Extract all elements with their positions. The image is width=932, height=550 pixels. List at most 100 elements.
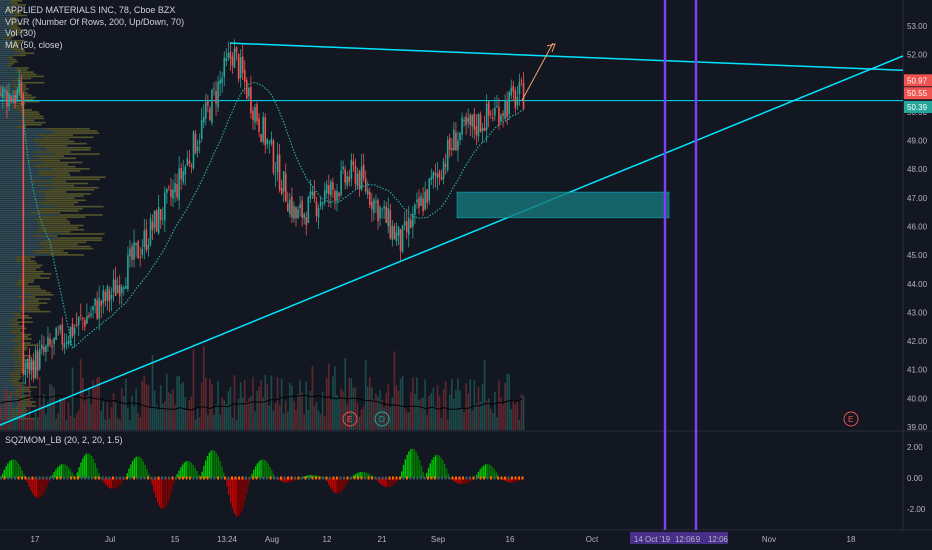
- vpvr-bar-up: [0, 65, 7, 67]
- vpvr-bar-down: [10, 27, 20, 29]
- volume-bar: [4, 390, 6, 430]
- vpvr-bar-up: [0, 378, 12, 380]
- vpvr-bar-up: [0, 27, 11, 29]
- candle-body: [233, 48, 236, 68]
- momentum-bar: [278, 478, 280, 481]
- momentum-bar: [67, 467, 70, 478]
- momentum-bar: [499, 478, 501, 479]
- candle-body: [278, 154, 281, 191]
- volume-bar: [471, 410, 474, 430]
- vpvr-bar-up: [0, 142, 40, 145]
- vpvr-bar-down: [36, 231, 71, 233]
- momentum-bar: [162, 478, 164, 509]
- candle-body: [457, 140, 459, 151]
- volume-bar: [389, 407, 392, 430]
- vpvr-bar-down: [14, 50, 26, 52]
- momentum-bar: [60, 464, 63, 478]
- symbol-title[interactable]: APPLIED MATERIALS INC, 78, Cboe BZX: [5, 5, 176, 15]
- momentum-bar: [130, 464, 132, 478]
- momentum-bar: [242, 478, 244, 508]
- candle-body: [98, 297, 100, 319]
- momentum-bar: [336, 478, 339, 494]
- volume-bar: [96, 377, 98, 430]
- candle-body: [500, 115, 502, 122]
- volume-bar: [207, 415, 209, 430]
- volume-label[interactable]: Vol (30): [5, 28, 37, 38]
- squeeze-dot: [185, 476, 188, 480]
- vpvr-bar-up: [0, 0, 11, 2]
- momentum-bar: [64, 464, 66, 478]
- candle-body: [219, 79, 221, 85]
- candle-body: [190, 164, 193, 167]
- momentum-bar: [119, 478, 122, 485]
- momentum-bar: [3, 469, 5, 478]
- candle-body: [494, 107, 496, 116]
- candle-body: [143, 230, 146, 247]
- momentum-bar: [76, 472, 79, 478]
- candle-body: [147, 245, 150, 250]
- momentum-bar: [285, 478, 287, 483]
- vpvr-bar-up: [0, 258, 16, 260]
- momentum-bar: [458, 478, 460, 484]
- momentum-bar: [114, 478, 116, 489]
- volume-bar: [63, 397, 66, 430]
- vpvr-bar-up: [0, 352, 12, 355]
- momentum-bar: [10, 459, 13, 478]
- candle-body: [383, 206, 385, 209]
- candle-body: [303, 213, 305, 219]
- time-label-highlight: [630, 532, 676, 544]
- volume-bar: [266, 383, 269, 430]
- volume-bar: [305, 381, 308, 430]
- candle-body: [436, 173, 439, 179]
- momentum-bar: [445, 468, 448, 478]
- sqzmom-label[interactable]: SQZMOM_LB (20, 2, 20, 1.5): [5, 435, 123, 445]
- candle-body: [364, 178, 367, 192]
- vpvr-bar-down: [51, 178, 100, 181]
- candle-body: [274, 174, 277, 175]
- vpvr-bar-down: [22, 270, 44, 273]
- momentum-bar: [474, 478, 476, 479]
- squeeze-dot: [196, 476, 198, 480]
- squeeze-dot: [168, 476, 170, 480]
- volume-bar: [330, 399, 332, 430]
- candle-body: [467, 117, 469, 123]
- vpvr-bar-down: [7, 63, 14, 65]
- momentum-bar: [461, 478, 464, 485]
- vpvr-bar-down: [14, 361, 25, 363]
- candle-body: [352, 161, 355, 166]
- momentum-bar: [356, 473, 358, 478]
- squeeze-dot: [238, 476, 240, 480]
- candle-body: [498, 107, 500, 125]
- squeeze-dot: [49, 476, 51, 480]
- vpvr-bar-up: [0, 71, 16, 73]
- candle-body: [67, 340, 70, 345]
- volume-bar: [426, 415, 428, 430]
- volume-bar: [469, 379, 472, 430]
- volume-bar: [65, 419, 68, 430]
- momentum-bar: [71, 472, 73, 478]
- vpvr-bar-down: [23, 123, 42, 126]
- momentum-bar: [208, 452, 211, 478]
- vpvr-bar-down: [57, 237, 103, 239]
- momentum-bar: [244, 478, 246, 502]
- momentum-bar: [131, 460, 134, 478]
- candle-body: [360, 166, 363, 190]
- vpvr-bar-up: [0, 243, 39, 246]
- volume-bar: [86, 395, 88, 430]
- momentum-bar: [203, 465, 205, 478]
- volume-bar: [453, 398, 455, 430]
- vpvr-bar-up: [0, 178, 52, 181]
- vpvr-bar-down: [11, 105, 24, 107]
- squeeze-dot: [217, 476, 219, 480]
- momentum-tick-label: 0.00: [907, 474, 923, 483]
- vpvr-bar-up: [0, 18, 9, 21]
- vpvr-bar-down: [23, 289, 46, 292]
- candle-body: [319, 201, 322, 207]
- vpvr-bar-up: [0, 105, 12, 107]
- volume-bar: [100, 410, 103, 430]
- vpvr-label[interactable]: VPVR (Number Of Rows, 200, Up/Down, 70): [5, 16, 185, 27]
- vpvr-bar-up: [0, 79, 12, 82]
- ma-label[interactable]: MA (50, close): [5, 39, 63, 50]
- momentum-bar: [189, 461, 191, 478]
- momentum-bar: [402, 465, 405, 478]
